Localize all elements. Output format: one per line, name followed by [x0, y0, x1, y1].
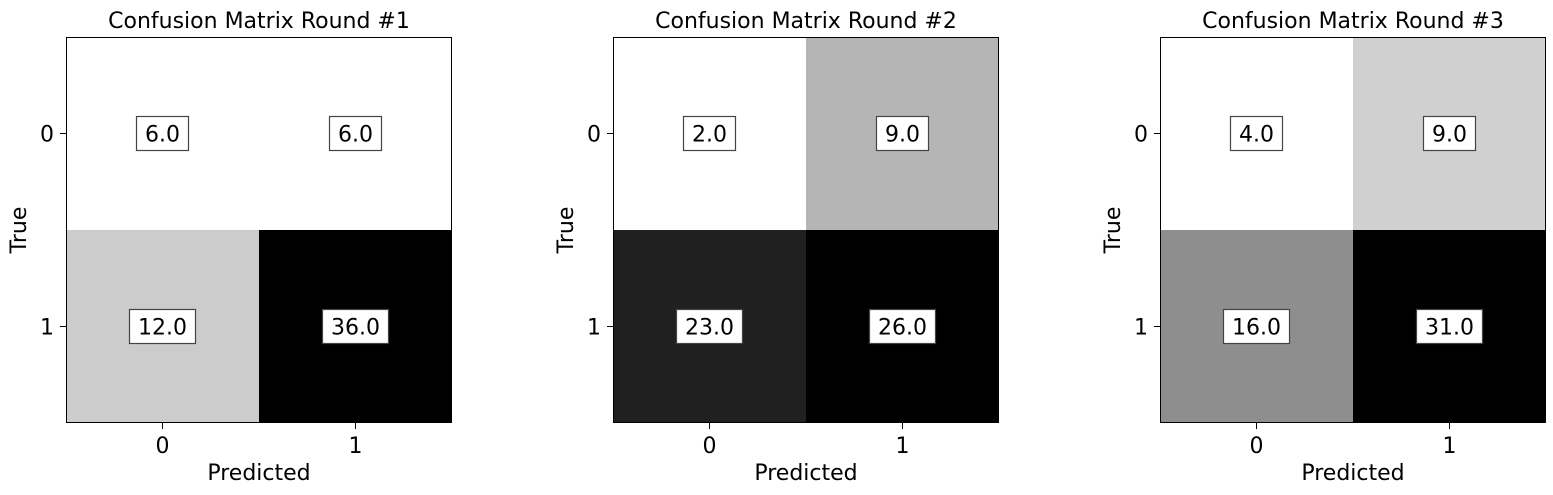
x-axis-label: Predicted: [207, 461, 310, 486]
x-tick-label-0: 0: [156, 434, 170, 459]
chart-title: Confusion Matrix Round #3: [1202, 9, 1504, 34]
x-axis-label: Predicted: [1301, 461, 1404, 486]
value-label-1-1: 36.0: [331, 316, 380, 341]
value-label-0-1: 9.0: [1432, 123, 1467, 148]
y-axis-label: True: [1101, 207, 1126, 255]
axes-frame: [1160, 37, 1546, 423]
y-tick-label-1: 1: [1134, 316, 1148, 341]
x-tick-label-1: 1: [896, 434, 910, 459]
value-label-0-0: 6.0: [145, 123, 180, 148]
y-tick-label-0: 0: [587, 123, 601, 148]
value-box-0-1: [328, 115, 383, 152]
axes-frame: [613, 37, 999, 423]
x-tick-label-0: 0: [1250, 434, 1264, 459]
chart-title: Confusion Matrix Round #2: [655, 9, 957, 34]
value-label-1-1: 31.0: [1425, 316, 1474, 341]
x-axis-label: Predicted: [754, 461, 857, 486]
value-box-0-0: [1229, 115, 1284, 152]
value-label-1-0: 12.0: [138, 316, 187, 341]
value-label-1-1: 26.0: [878, 316, 927, 341]
x-tick-label-0: 0: [703, 434, 717, 459]
chart-title: Confusion Matrix Round #1: [108, 9, 410, 34]
axes-frame: [66, 37, 452, 423]
y-tick-label-0: 0: [40, 123, 54, 148]
confusion-matrix-2: 2.0 9.0 23.0 26.0 0 1 0 1 Confusion Matrix Round…: [554, 9, 999, 486]
confusion-matrix-1: 6.0 6.0 12.0 36.0 0 1 0 1 Confusion Matrix Round…: [7, 9, 452, 486]
value-label-0-0: 4.0: [1239, 123, 1274, 148]
value-box-0-1: [1422, 115, 1477, 152]
x-tick-label-1: 1: [349, 434, 363, 459]
confusion-matrix-3: 4.0 9.0 16.0 31.0 0 1 0 1 Confusion Matrix Round…: [1101, 9, 1546, 486]
value-box-0-0: [135, 115, 190, 152]
value-box-0-0: [682, 115, 737, 152]
value-box-1-0: [128, 308, 197, 345]
y-tick-label-1: 1: [587, 316, 601, 341]
y-tick-label-0: 0: [1134, 123, 1148, 148]
value-label-0-1: 9.0: [885, 123, 920, 148]
value-label-0-1: 6.0: [338, 123, 373, 148]
value-label-1-0: 23.0: [685, 316, 734, 341]
y-tick-label-1: 1: [40, 316, 54, 341]
value-box-1-1: [1415, 308, 1484, 345]
value-box-1-0: [1222, 308, 1291, 345]
value-box-0-1: [875, 115, 930, 152]
value-label-1-0: 16.0: [1232, 316, 1281, 341]
value-label-0-0: 2.0: [692, 123, 727, 148]
value-box-1-1: [321, 308, 390, 345]
value-box-1-0: [675, 308, 744, 345]
y-axis-label: True: [554, 207, 579, 255]
x-tick-label-1: 1: [1443, 434, 1457, 459]
value-box-1-1: [868, 308, 937, 345]
y-axis-label: True: [7, 207, 32, 255]
